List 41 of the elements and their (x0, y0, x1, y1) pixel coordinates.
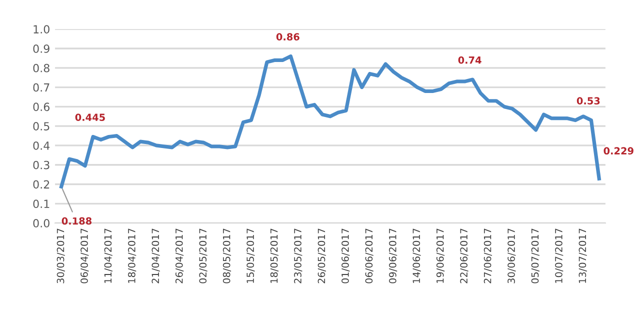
x-tick-label: 30/03/2017 (56, 228, 65, 284)
x-tick-label: 06/06/2017 (365, 228, 374, 284)
x-tick-label: 05/07/2017 (531, 228, 540, 284)
y-tick-label: 0.4 (33, 141, 50, 150)
x-tick-label: 27/06/2017 (484, 228, 492, 284)
x-tick-label: 26/05/2017 (318, 228, 326, 284)
data-label: 0.53 (576, 97, 600, 104)
x-tick-label: 10/07/2017 (555, 228, 564, 283)
line-series (60, 54, 601, 188)
y-tick-label: 0.3 (33, 160, 50, 170)
x-tick-label: 18/05/2017 (270, 228, 278, 283)
x-tick-label: 06/04/2017 (80, 228, 89, 284)
x-tick-label: 26/04/2017 (175, 228, 184, 284)
y-tick-label: 0.1 (33, 200, 50, 208)
x-tick-label: 21/04/2017 (152, 228, 160, 284)
x-tick-label: 22/06/2017 (460, 228, 468, 284)
x-tick-label: 08/05/2017 (222, 228, 232, 284)
data-label: 0.445 (75, 114, 105, 121)
data-label: 0.74 (458, 56, 482, 64)
y-tick-label: 0.5 (33, 122, 50, 130)
x-tick-label: 02/05/2017 (199, 228, 208, 284)
x-tick-label: 23/05/2017 (294, 228, 302, 284)
data-label: 0.229 (604, 147, 634, 155)
y-tick-label: 1.0 (34, 25, 50, 34)
x-tick-label: 14/06/2017 (412, 228, 421, 283)
x-tick-label: 18/04/2017 (128, 228, 136, 283)
data-label: 0.188 (62, 217, 92, 225)
x-tick-label: 19/06/2017 (436, 228, 445, 283)
y-tick-label: 0.2 (33, 180, 50, 189)
y-tick-label: 0.6 (33, 102, 50, 112)
x-tick-label: 09/06/2017 (388, 228, 398, 284)
y-tick-label: 0.7 (33, 83, 50, 92)
x-tick-label: 30/06/2017 (508, 228, 516, 284)
x-tick-label: 13/07/2017 (578, 228, 587, 283)
x-tick-label: 11/04/2017 (104, 228, 112, 283)
y-tick-label: 0.8 (33, 64, 50, 72)
x-tick-label: 01/06/2017 (342, 228, 350, 284)
y-tick-label: 0.0 (33, 219, 50, 228)
y-tick-label: 0.9 (33, 44, 50, 53)
x-tick-label: 15/05/2017 (246, 228, 255, 283)
data-label: 0.86 (276, 33, 300, 40)
